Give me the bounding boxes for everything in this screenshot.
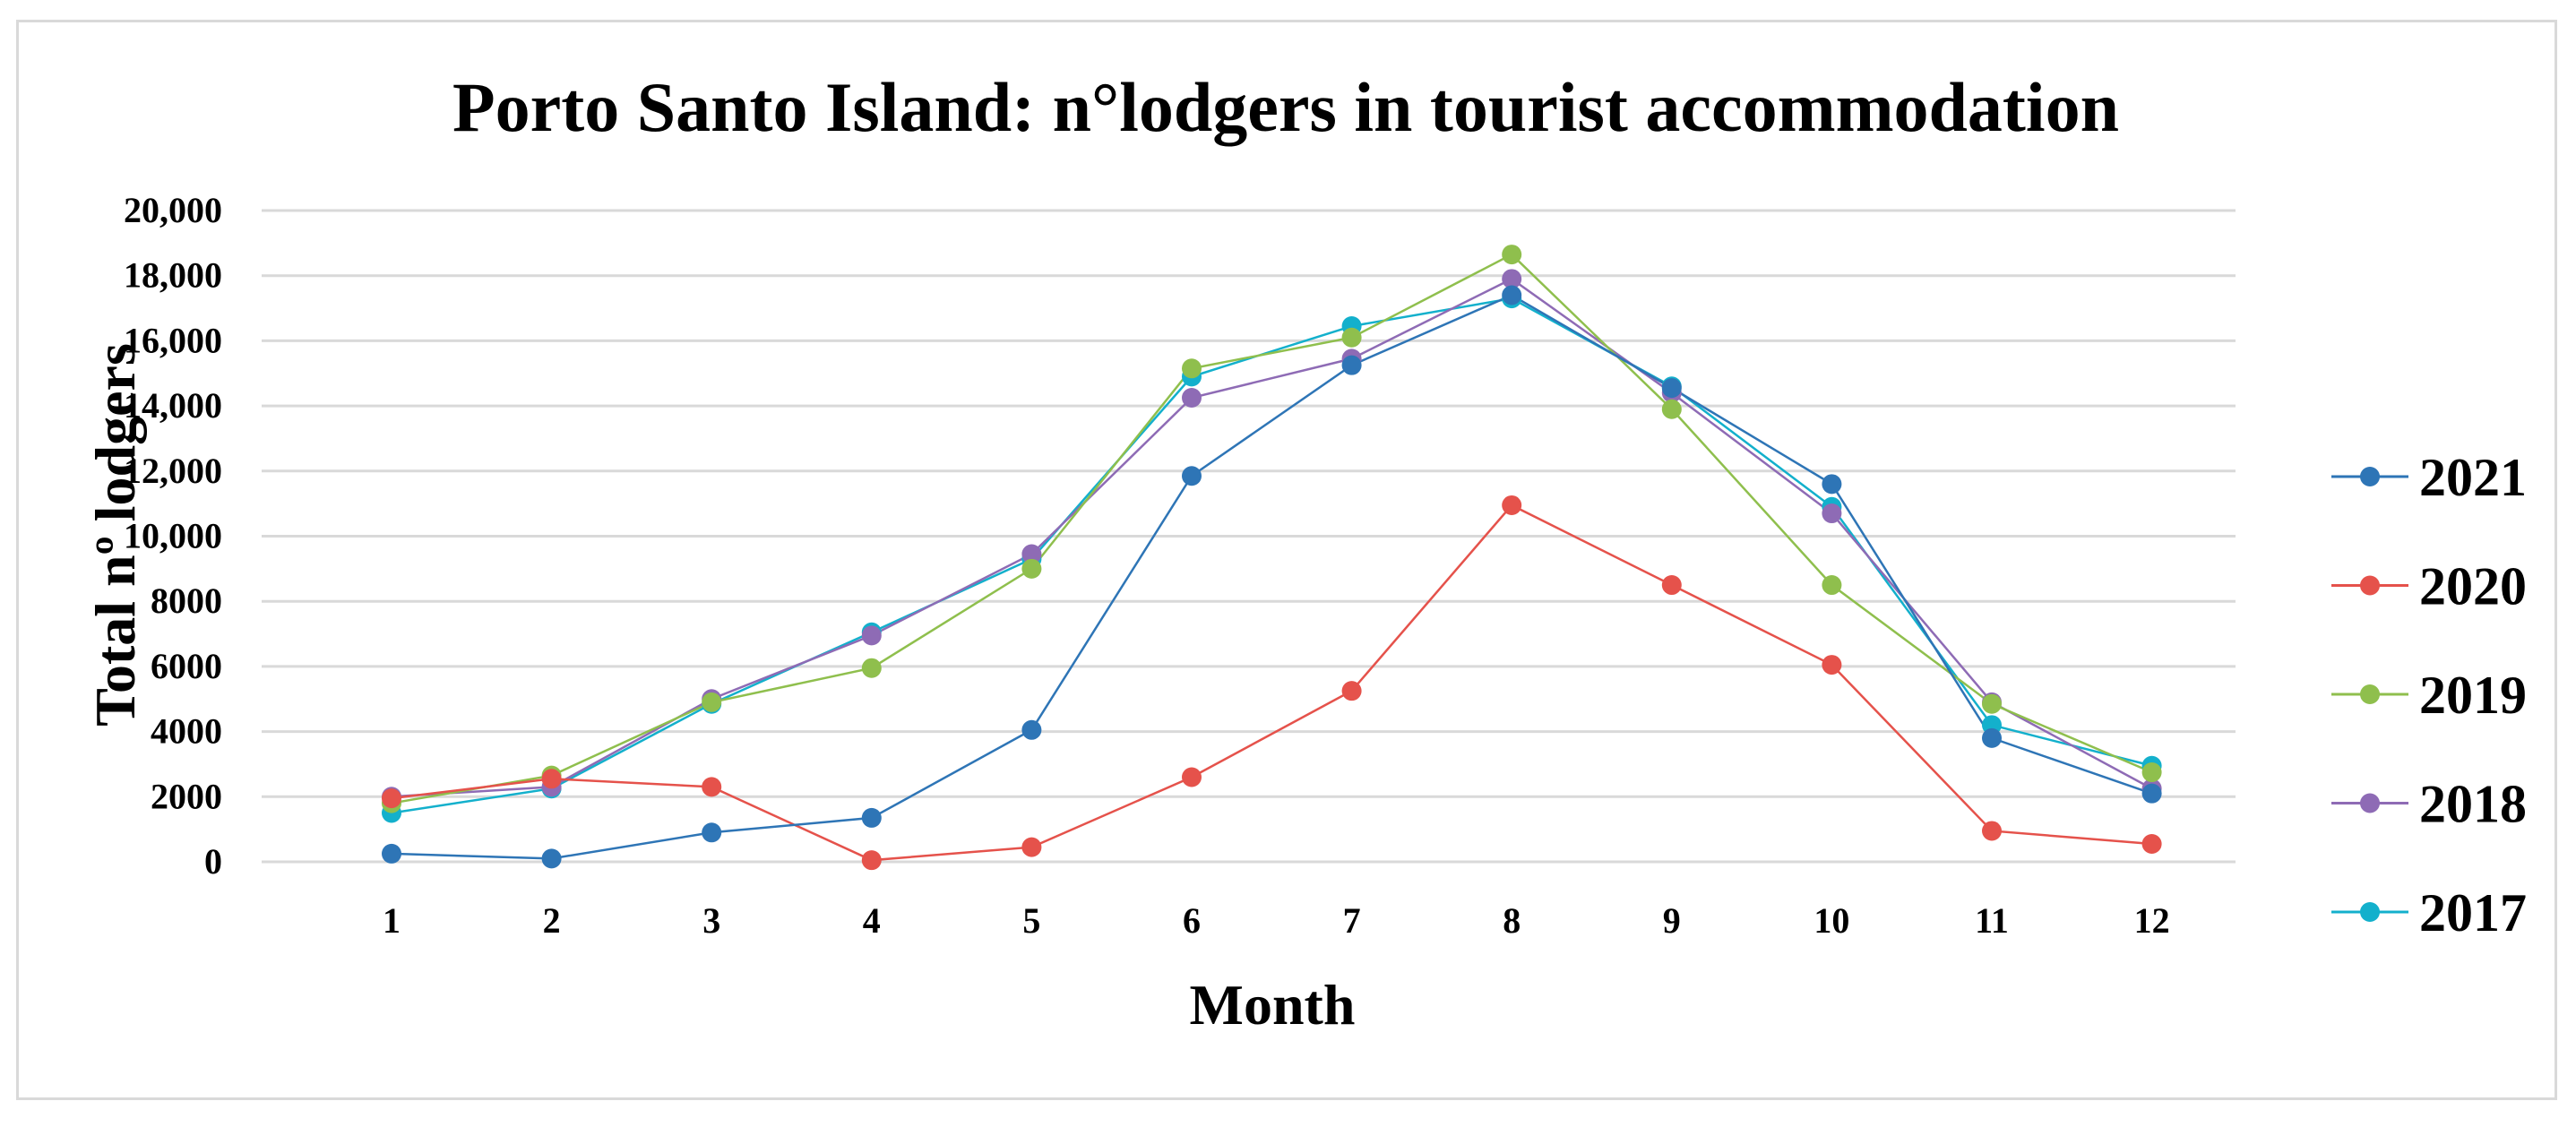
y-tick-label: 0 xyxy=(204,841,222,882)
legend-marker-2019 xyxy=(2360,684,2380,704)
x-tick-label: 12 xyxy=(2134,900,2170,941)
point-2020-month-9 xyxy=(1661,575,1682,596)
legend-marker-2018 xyxy=(2360,793,2380,813)
y-tick-label: 6000 xyxy=(151,646,222,686)
point-2019-month-4 xyxy=(861,658,882,678)
x-tick-label: 2 xyxy=(543,900,561,941)
x-tick-label: 11 xyxy=(1975,900,2009,941)
point-2018-month-5 xyxy=(1021,544,1042,564)
x-tick-label: 6 xyxy=(1183,900,1201,941)
point-2021-month-12 xyxy=(2141,783,2162,804)
x-tick-label: 1 xyxy=(383,900,401,941)
point-2020-month-6 xyxy=(1182,767,1202,787)
point-2021-month-2 xyxy=(541,848,562,869)
series-line-2019 xyxy=(391,253,2153,804)
y-tick-label: 8000 xyxy=(151,581,222,621)
series-points xyxy=(382,245,2162,871)
y-tick-label: 2000 xyxy=(151,776,222,816)
legend-label: 2019 xyxy=(2419,666,2527,725)
point-2021-month-10 xyxy=(1822,474,1842,495)
legend: 2021 2020 2019 2018 2017 xyxy=(2331,448,2527,942)
point-2021-month-8 xyxy=(1502,285,1522,305)
legend-label: 2020 xyxy=(2419,557,2527,616)
x-axis-ticks: 1 2 3 4 5 6 7 8 9 10 11 12 xyxy=(383,900,2170,941)
chart-frame xyxy=(16,20,2557,1100)
x-tick-label: 10 xyxy=(1814,900,1849,941)
point-2021-month-9 xyxy=(1661,378,1682,399)
point-2019-month-11 xyxy=(1982,693,2002,714)
point-2019-month-5 xyxy=(1021,558,1042,579)
legend-marker-2017 xyxy=(2360,902,2380,922)
gridlines xyxy=(262,209,2236,864)
point-2021-month-7 xyxy=(1341,355,1362,375)
point-2019-month-10 xyxy=(1822,575,1842,596)
legend-item-2019: 2019 xyxy=(2331,666,2527,725)
point-2021-month-11 xyxy=(1982,727,2002,748)
point-2019-month-9 xyxy=(1661,399,1682,419)
point-2020-month-11 xyxy=(1982,821,2002,841)
point-2019-month-6 xyxy=(1182,358,1202,379)
point-2020-month-10 xyxy=(1822,655,1842,675)
point-2020-month-3 xyxy=(702,777,722,797)
y-tick-label: 12,000 xyxy=(124,451,222,491)
point-2019-month-3 xyxy=(702,692,722,712)
legend-marker-2020 xyxy=(2360,575,2380,596)
series-lines xyxy=(391,253,2153,862)
point-2021-month-5 xyxy=(1021,719,1042,740)
point-2018-month-8 xyxy=(1502,269,1522,289)
x-tick-label: 8 xyxy=(1503,900,1521,941)
legend-item-2018: 2018 xyxy=(2331,775,2527,834)
point-2019-month-8 xyxy=(1502,245,1522,265)
point-2021-month-4 xyxy=(861,807,882,828)
y-tick-label: 14,000 xyxy=(124,385,222,426)
y-tick-label: 4000 xyxy=(151,711,222,752)
point-2020-month-5 xyxy=(1021,837,1042,857)
point-2020-month-1 xyxy=(382,788,401,809)
chart-title: Porto Santo Island: n°lodgers in tourist… xyxy=(452,68,2119,146)
x-axis-title: Month xyxy=(1190,973,1356,1037)
point-2021-month-3 xyxy=(702,822,722,843)
point-2020-month-7 xyxy=(1341,681,1362,701)
point-2018-month-10 xyxy=(1822,503,1842,524)
x-tick-label: 4 xyxy=(863,900,881,941)
point-2018-month-6 xyxy=(1182,388,1202,409)
point-2020-month-8 xyxy=(1502,495,1522,515)
legend-label: 2017 xyxy=(2419,883,2527,942)
y-axis-ticks: 0 2000 4000 6000 8000 10,000 12,000 14,000 16,00… xyxy=(124,190,222,882)
x-tick-label: 7 xyxy=(1343,900,1361,941)
legend-item-2017: 2017 xyxy=(2331,883,2527,942)
legend-item-2021: 2021 xyxy=(2331,448,2527,507)
legend-label: 2021 xyxy=(2419,448,2527,507)
point-2020-month-4 xyxy=(861,850,882,871)
series-line-2021 xyxy=(391,294,2153,860)
y-tick-label: 20,000 xyxy=(124,190,222,230)
x-tick-label: 3 xyxy=(702,900,720,941)
point-2020-month-2 xyxy=(541,769,562,789)
y-tick-label: 10,000 xyxy=(124,516,222,556)
series-line-2017 xyxy=(391,297,2152,814)
point-2021-month-6 xyxy=(1182,466,1202,486)
x-tick-label: 5 xyxy=(1022,900,1040,941)
y-tick-label: 16,000 xyxy=(124,320,222,360)
x-tick-label: 9 xyxy=(1663,900,1681,941)
y-axis-title: Total nº lodgers xyxy=(83,343,147,727)
series-line-2018 xyxy=(391,277,2153,798)
point-2018-month-4 xyxy=(861,625,882,646)
point-2020-month-12 xyxy=(2141,834,2162,855)
y-tick-label: 18,000 xyxy=(124,255,222,296)
legend-item-2020: 2020 xyxy=(2331,557,2527,616)
point-2019-month-12 xyxy=(2141,762,2162,783)
point-2019-month-7 xyxy=(1341,327,1362,348)
series-line-2020 xyxy=(391,503,2152,862)
legend-label: 2018 xyxy=(2419,775,2527,834)
legend-marker-2021 xyxy=(2360,467,2380,486)
point-2021-month-1 xyxy=(382,843,401,864)
